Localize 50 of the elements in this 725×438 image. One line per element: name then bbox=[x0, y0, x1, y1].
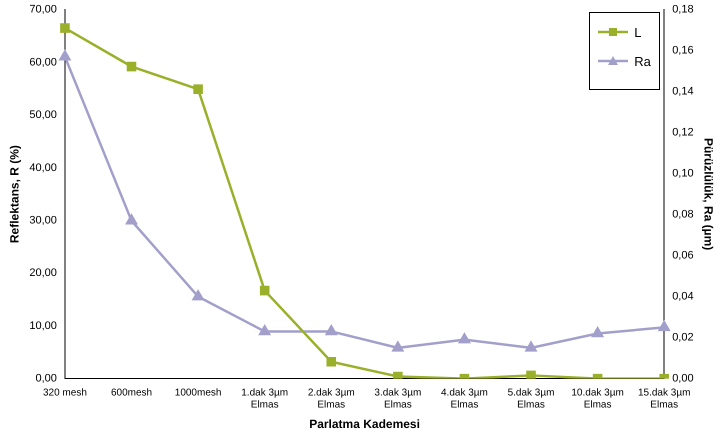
point bbox=[126, 62, 136, 72]
point bbox=[60, 23, 70, 33]
y2-tick-label: 0,16 bbox=[672, 44, 694, 57]
y-tick-label: 10,00 bbox=[29, 320, 57, 332]
y2-tick-label: 0,00 bbox=[672, 372, 694, 385]
x-axis-title: Parlatma Kademesi bbox=[309, 417, 420, 432]
x-tick-label: 1000mesh bbox=[174, 387, 222, 398]
x-tick-label: 5.dak 3µm Elmas bbox=[508, 387, 554, 410]
x-tick-label: 10.dak 3µm Elmas bbox=[571, 387, 624, 410]
point bbox=[126, 214, 138, 224]
y-tick-label: 30,00 bbox=[29, 214, 57, 226]
point bbox=[458, 333, 470, 344]
point bbox=[260, 286, 270, 296]
x-tick-label: 4.dak 3µm Elmas bbox=[440, 387, 488, 410]
legend-label: Ra bbox=[634, 54, 651, 69]
y2-tick-label: 0,12 bbox=[672, 126, 694, 139]
y-tick-label: 40,00 bbox=[29, 162, 57, 174]
point bbox=[525, 342, 537, 352]
y2-tick-label: 0,08 bbox=[672, 208, 694, 221]
y-tick-label: 20,00 bbox=[29, 267, 57, 280]
y-axis-title: Reflektans, R (%) bbox=[8, 145, 22, 244]
point bbox=[592, 327, 604, 338]
y2-tick-label: 0,02 bbox=[672, 332, 694, 344]
y-tick-label: 50,00 bbox=[29, 109, 57, 122]
y-tick-label: 70,00 bbox=[29, 4, 57, 16]
point bbox=[59, 50, 71, 60]
y2-tick-label: 0,18 bbox=[672, 4, 694, 16]
x-tick-label: 600mesh bbox=[110, 387, 152, 398]
point bbox=[326, 356, 336, 367]
point bbox=[259, 325, 270, 336]
y2-tick-label: 0,10 bbox=[672, 168, 694, 180]
point bbox=[393, 372, 403, 379]
x-tick-label: 2.dak 3µm Elmas bbox=[308, 387, 355, 410]
x-tick-label: 15.dak 3µm Elmas bbox=[638, 387, 690, 410]
point bbox=[326, 325, 337, 336]
x-tick-label: 3.dak 3µm Elmas bbox=[374, 387, 422, 410]
y2-tick-label: 0,04 bbox=[672, 290, 694, 303]
point bbox=[658, 321, 670, 332]
y-tick-label: 60,00 bbox=[29, 56, 57, 68]
y2-tick-label: 0,06 bbox=[672, 250, 694, 262]
legend-label: L bbox=[634, 24, 642, 40]
x-tick-label: 1.dak 3µm Elmas bbox=[241, 387, 288, 410]
point bbox=[392, 342, 404, 352]
y-tick-label: 0,00 bbox=[36, 372, 57, 385]
point bbox=[192, 290, 204, 300]
x-tick-label: 320 mesh bbox=[42, 387, 87, 398]
point bbox=[193, 84, 203, 94]
y2-tick-label: 0,14 bbox=[672, 86, 694, 98]
point bbox=[526, 370, 536, 379]
y2-axis-title: Pürüzlülük, Ra (µm) bbox=[701, 138, 716, 250]
